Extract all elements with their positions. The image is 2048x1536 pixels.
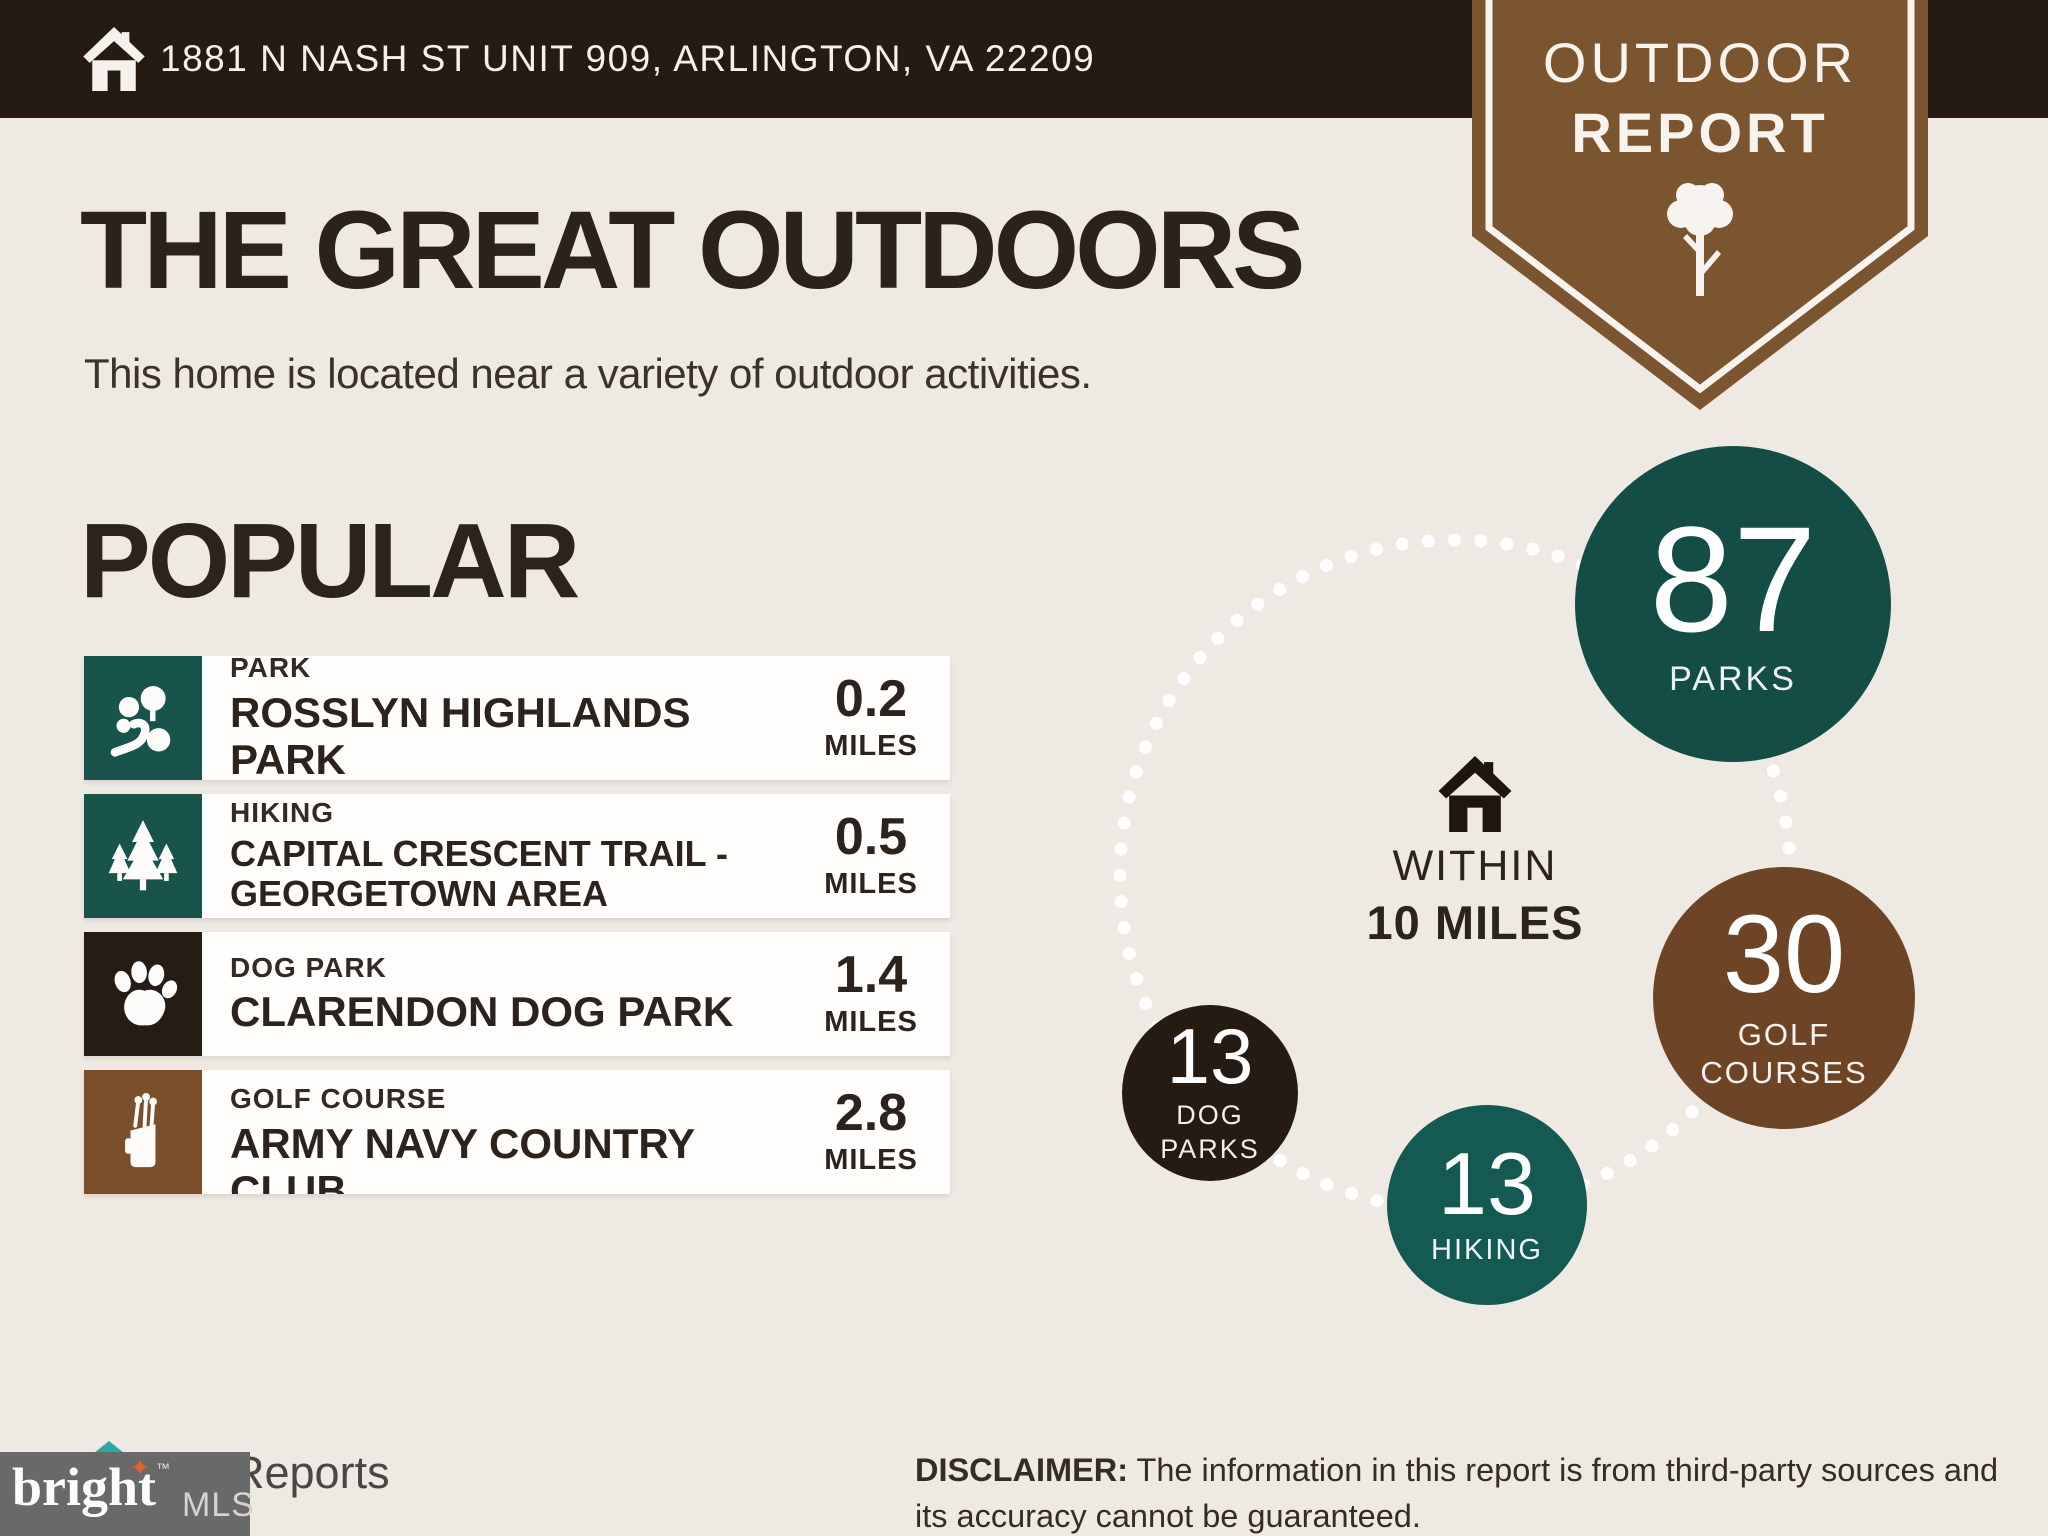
stat-value: 30 xyxy=(1722,893,1846,1016)
category-label: DOG PARK xyxy=(230,951,387,983)
stat-value: 87 xyxy=(1649,494,1817,663)
stat-label: DOG PARKS xyxy=(1160,1100,1260,1165)
distance-unit: MILES xyxy=(824,867,918,900)
hiking-tile xyxy=(84,794,202,918)
park-icon xyxy=(110,686,171,757)
stat-label: PARKS xyxy=(1669,660,1797,698)
list-item-golf: GOLF COURSE ARMY NAVY COUNTRY CLUB 2.8 M… xyxy=(84,1070,950,1194)
category-label: HIKING xyxy=(230,796,334,828)
distance-unit: MILES xyxy=(824,1143,918,1176)
popular-list: PARK ROSSLYN HIGHLANDS PARK 0.2 MILES xyxy=(84,656,950,1208)
distance-block: 1.4 MILES xyxy=(806,932,950,1056)
category-label: PARK xyxy=(230,656,312,684)
within-label: WITHIN xyxy=(1392,842,1558,890)
home-icon-center xyxy=(1438,756,1512,832)
list-item-text: DOG PARK CLARENDON DOG PARK xyxy=(202,932,806,1056)
category-label: GOLF COURSE xyxy=(230,1083,447,1114)
list-item-text: HIKING CAPITAL CRESCENT TRAIL - GEORGETO… xyxy=(202,794,806,918)
distance-value: 0.2 xyxy=(834,669,908,728)
badge-title-line1: OUTDOOR xyxy=(1542,31,1858,94)
list-item-hiking: HIKING CAPITAL CRESCENT TRAIL - GEORGETO… xyxy=(84,794,950,918)
place-name: CAPITAL CRESCENT TRAIL - GEORGETOWN AREA xyxy=(230,832,729,914)
distance-value: 2.8 xyxy=(834,1083,908,1142)
distance-unit: MILES xyxy=(824,1005,918,1038)
sparkle-icon: ✦ xyxy=(130,1455,151,1482)
bright-logo-text: bright xyxy=(12,1457,157,1517)
stat-circle-golf-courses: 30 GOLF COURSES xyxy=(1653,867,1915,1129)
stat-circle-dog-parks: 13 DOG PARKS xyxy=(1122,1005,1298,1181)
dog-park-tile xyxy=(84,932,202,1056)
pine-trees-icon xyxy=(108,820,178,891)
distance-unit: MILES xyxy=(824,729,918,762)
stat-circle-parks: 87 PARKS xyxy=(1575,446,1891,762)
place-name: ROSSLYN HIGHLANDS PARK xyxy=(230,688,691,780)
badge-title-line2: REPORT xyxy=(1571,101,1829,164)
list-item-dog-park: DOG PARK CLARENDON DOG PARK 1.4 MILES xyxy=(84,932,950,1056)
golf-bag-icon xyxy=(125,1093,158,1168)
disclaimer-label: DISCLAIMER: xyxy=(915,1452,1129,1488)
distance-value: 0.5 xyxy=(834,807,908,866)
home-icon xyxy=(83,27,145,91)
park-tile xyxy=(84,656,202,780)
disclaimer-text: The information in this report is from t… xyxy=(915,1452,1999,1534)
disclaimer: DISCLAIMER: The information in this repo… xyxy=(915,1448,2025,1536)
reports-brand-text: Reports xyxy=(232,1447,390,1498)
outdoor-report-badge: OUTDOOR REPORT xyxy=(1472,0,1928,412)
stat-label: GOLF COURSES xyxy=(1700,1016,1868,1091)
list-item-text: GOLF COURSE ARMY NAVY COUNTRY CLUB xyxy=(202,1070,806,1194)
place-name: CLARENDON DOG PARK xyxy=(230,988,734,1036)
trademark-symbol: ™ xyxy=(156,1460,170,1476)
bright-mls-watermark: bright ✦ ™ MLS xyxy=(0,1452,254,1536)
distance-block: 2.8 MILES xyxy=(806,1070,950,1194)
tree-icon xyxy=(1667,183,1733,296)
page-subtitle: This home is located near a variety of o… xyxy=(84,350,1092,397)
distance-block: 0.5 MILES xyxy=(806,794,950,918)
list-item-text: PARK ROSSLYN HIGHLANDS PARK xyxy=(202,656,806,780)
list-item-park: PARK ROSSLYN HIGHLANDS PARK 0.2 MILES xyxy=(84,656,950,780)
distance-block: 0.2 MILES xyxy=(806,656,950,780)
radius-center: WITHIN 10 MILES xyxy=(1340,756,1610,950)
popular-heading: POPULAR xyxy=(80,502,580,620)
stat-value: 13 xyxy=(1438,1134,1536,1234)
stat-label: HIKING xyxy=(1431,1233,1543,1266)
property-address: 1881 N NASH ST UNIT 909, ARLINGTON, VA 2… xyxy=(160,38,1096,79)
place-name: ARMY NAVY COUNTRY CLUB xyxy=(230,1119,695,1194)
within-miles-label: 10 MILES xyxy=(1366,896,1584,949)
paw-icon xyxy=(114,961,178,1026)
stat-circle-hiking: 13 HIKING xyxy=(1387,1105,1587,1305)
page-title: THE GREAT OUTDOORS xyxy=(80,189,1306,312)
stat-value: 13 xyxy=(1166,1012,1254,1101)
reports-logo-roof-icon xyxy=(94,1441,124,1453)
mls-logo-text: MLS xyxy=(182,1486,255,1524)
distance-value: 1.4 xyxy=(834,945,908,1004)
golf-tile xyxy=(84,1070,202,1194)
